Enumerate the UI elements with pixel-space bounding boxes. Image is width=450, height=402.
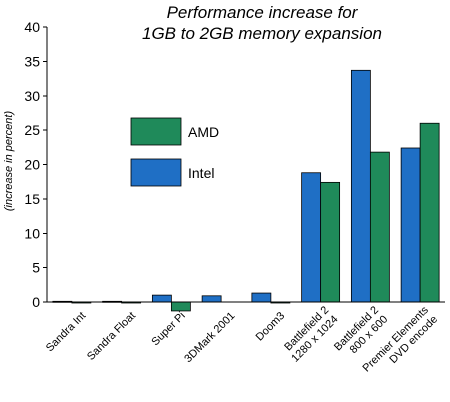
bar-intel	[151, 294, 172, 303]
y-tick-label: 20	[24, 157, 40, 173]
legend-swatch-amd	[130, 117, 182, 146]
bar-intel	[251, 292, 272, 303]
y-tick-label: 25	[24, 122, 40, 138]
y-tick-label: 5	[32, 260, 40, 276]
chart-title-line-1: Performance increase for	[167, 3, 359, 22]
y-tick-label: 15	[24, 191, 40, 207]
y-tick-label: 40	[24, 19, 40, 35]
bar-intel	[301, 172, 322, 303]
legend-label-intel: Intel	[188, 165, 214, 181]
y-tick-label: 35	[24, 53, 40, 69]
bar-amd	[419, 122, 440, 303]
bar-intel	[350, 69, 371, 303]
bar-amd	[170, 301, 191, 312]
bar-intel	[201, 295, 222, 303]
x-tick-label-line: Doom3	[254, 310, 288, 344]
x-tick-label: Sandra Float	[85, 310, 138, 363]
x-tick-label-line: Sandra Float	[85, 310, 138, 363]
x-tick-label-line: 3DMark 2001	[182, 310, 237, 365]
x-tick-label: Doom3	[254, 310, 288, 344]
x-tick-label-line: Sandra Int	[44, 310, 88, 354]
bar-amd	[369, 151, 390, 303]
chart-title-line-2: 1GB to 2GB memory expansion	[142, 24, 382, 43]
legend-label-amd: AMD	[188, 124, 219, 140]
x-tick-label: Sandra Int	[44, 310, 88, 354]
legend: AMD Intel	[130, 117, 219, 187]
y-tick-label: 0	[32, 294, 40, 310]
x-tick-label-line: Super Pi	[149, 310, 187, 348]
bar-intel	[400, 147, 421, 303]
bar-amd	[320, 181, 341, 303]
y-tick-label: 30	[24, 88, 40, 104]
y-axis-label: (increase in percent)	[3, 111, 15, 212]
legend-swatch-intel	[130, 158, 182, 187]
x-tick-label: Battlefield 21280 x 1024	[280, 304, 341, 365]
y-tick-label: 10	[24, 225, 40, 241]
x-tick-label: Super Pi	[149, 310, 187, 348]
x-tick-label: 3DMark 2001	[182, 310, 237, 365]
